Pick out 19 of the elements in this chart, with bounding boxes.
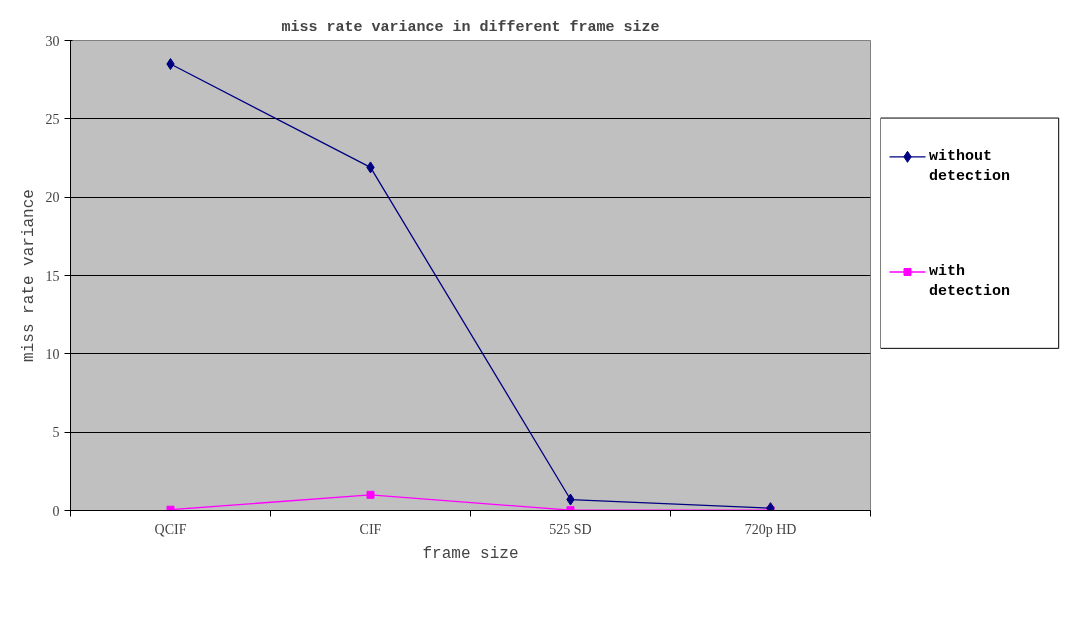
point: [166, 58, 175, 70]
point: [766, 502, 775, 511]
x-tick-label: QCIF: [154, 521, 187, 537]
y-tick-label: 25: [45, 111, 60, 127]
legend-label: without detection: [929, 147, 1011, 186]
x-tick-label: 720p HD: [744, 521, 797, 537]
y-tick-label: 15: [45, 268, 60, 284]
point: [366, 490, 375, 499]
x-axis-title: frame size: [422, 544, 519, 563]
y-tick-label: 5: [52, 425, 60, 441]
y-axis-title: miss rate variance: [19, 189, 38, 362]
x-tick-label: 525 SD: [549, 521, 592, 537]
y-tick-label: 0: [52, 503, 60, 519]
y-tick-label: 10: [45, 346, 60, 362]
y-tick-label: 20: [45, 190, 60, 206]
x-tick-label: CIF: [359, 521, 382, 537]
legend-label: with detection: [929, 262, 1011, 301]
chart-title: miss rate variance in different frame size: [281, 18, 660, 36]
y-tick-label: 30: [45, 33, 60, 49]
